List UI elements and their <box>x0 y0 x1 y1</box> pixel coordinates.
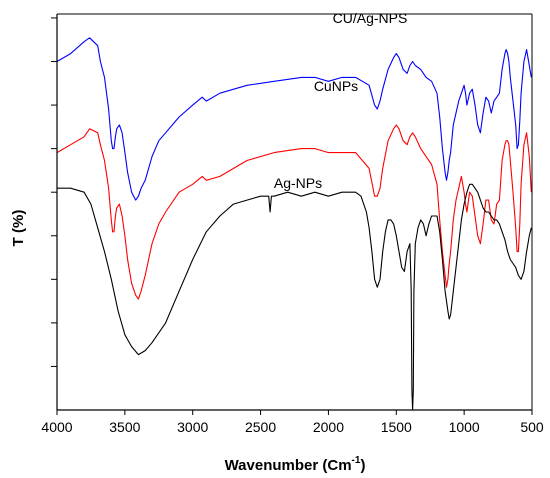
x-tick-label-1000: 1000 <box>449 419 480 435</box>
x-tick-label-3000: 3000 <box>177 419 208 435</box>
x-axis-title-main: Wavenumber (Cm <box>225 457 352 474</box>
labels-layer: CU/Ag-NPS CuNPs Ag-NPs <box>274 10 407 191</box>
y-axis-title: T (%) <box>10 210 27 247</box>
x-ticks-layer: 4000 3500 3000 2500 2000 1500 1000 500 <box>41 410 544 435</box>
axes-layer <box>56 13 533 411</box>
x-tick-label-4000: 4000 <box>41 419 72 435</box>
series-line-cu-ag-nps <box>56 37 532 201</box>
x-tick-label-500: 500 <box>520 419 544 435</box>
series-layer <box>56 37 532 411</box>
series-line-cunps <box>56 124 532 300</box>
series-line-ag-nps <box>57 183 532 411</box>
series-label-cu-ag-nps: CU/Ag-NPS <box>333 10 408 26</box>
x-axis-title-suffix: ) <box>360 457 365 474</box>
x-tick-label-3500: 3500 <box>109 419 140 435</box>
x-tick-label-2500: 2500 <box>245 419 276 435</box>
x-tick-label-1500: 1500 <box>381 419 412 435</box>
y-ticks-layer <box>51 17 57 367</box>
series-label-cunps: CuNPs <box>314 78 358 94</box>
x-axis-title-superscript: -1 <box>352 455 361 466</box>
x-tick-label-2000: 2000 <box>313 419 344 435</box>
series-label-ag-nps: Ag-NPs <box>274 175 322 191</box>
x-axis-title: Wavenumber (Cm-1) <box>225 455 366 474</box>
